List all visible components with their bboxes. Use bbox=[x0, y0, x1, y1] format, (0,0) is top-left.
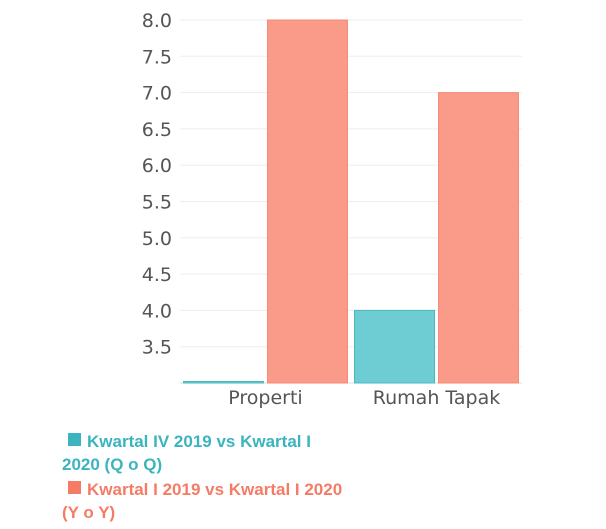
legend-label-qoq-line2: 2020 (Q o Q) bbox=[62, 455, 163, 474]
bar[interactable] bbox=[183, 381, 264, 384]
x-axis: Properti Rumah Tapak bbox=[228, 387, 500, 409]
y-tick-label: 4.5 bbox=[142, 264, 172, 286]
legend-swatch-qoq bbox=[68, 433, 81, 446]
y-tick-label: 6.5 bbox=[142, 119, 172, 141]
bar[interactable] bbox=[438, 92, 519, 384]
bar-chart: 3.5 4.0 4.5 5.0 5.5 6.0 6.5 7.0 7.5 8.0 Properti R… bbox=[142, 10, 522, 409]
legend: Kwartal IV 2019 vs Kwartal I 2020 (Q o Q… bbox=[62, 430, 452, 526]
y-tick-label: 7.5 bbox=[142, 46, 172, 68]
legend-label-yoy-line2: (Y o Y) bbox=[62, 503, 116, 522]
y-tick-label: 3.5 bbox=[142, 337, 172, 359]
legend-item-yoy[interactable]: Kwartal I 2019 vs Kwartal I 2020 (Y o Y) bbox=[62, 478, 452, 524]
legend-label-yoy-line1: Kwartal I 2019 vs Kwartal I 2020 bbox=[87, 480, 343, 499]
x-tick-label: Rumah Tapak bbox=[373, 387, 500, 409]
legend-item-qoq[interactable]: Kwartal IV 2019 vs Kwartal I 2020 (Q o Q… bbox=[62, 430, 452, 476]
y-tick-label: 8.0 bbox=[142, 10, 172, 32]
bars bbox=[183, 19, 519, 384]
y-tick-label: 5.5 bbox=[142, 192, 172, 214]
y-tick-label: 6.0 bbox=[142, 155, 172, 177]
y-axis: 3.5 4.0 4.5 5.0 5.5 6.0 6.5 7.0 7.5 8.0 bbox=[142, 10, 172, 359]
x-tick-label: Properti bbox=[228, 387, 302, 409]
legend-label-qoq-line1: Kwartal IV 2019 vs Kwartal I bbox=[87, 432, 311, 451]
y-tick-label: 4.0 bbox=[142, 300, 172, 322]
bar[interactable] bbox=[267, 19, 348, 384]
y-tick-label: 5.0 bbox=[142, 228, 172, 250]
bar[interactable] bbox=[354, 309, 435, 384]
legend-swatch-yoy bbox=[68, 481, 81, 494]
y-tick-label: 7.0 bbox=[142, 83, 172, 105]
